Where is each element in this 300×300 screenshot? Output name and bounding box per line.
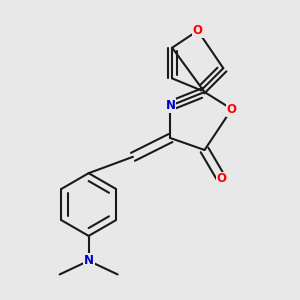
Text: N: N — [166, 99, 176, 112]
Text: N: N — [84, 254, 94, 267]
Text: O: O — [227, 103, 237, 116]
Text: O: O — [217, 172, 226, 185]
Text: O: O — [193, 24, 203, 37]
